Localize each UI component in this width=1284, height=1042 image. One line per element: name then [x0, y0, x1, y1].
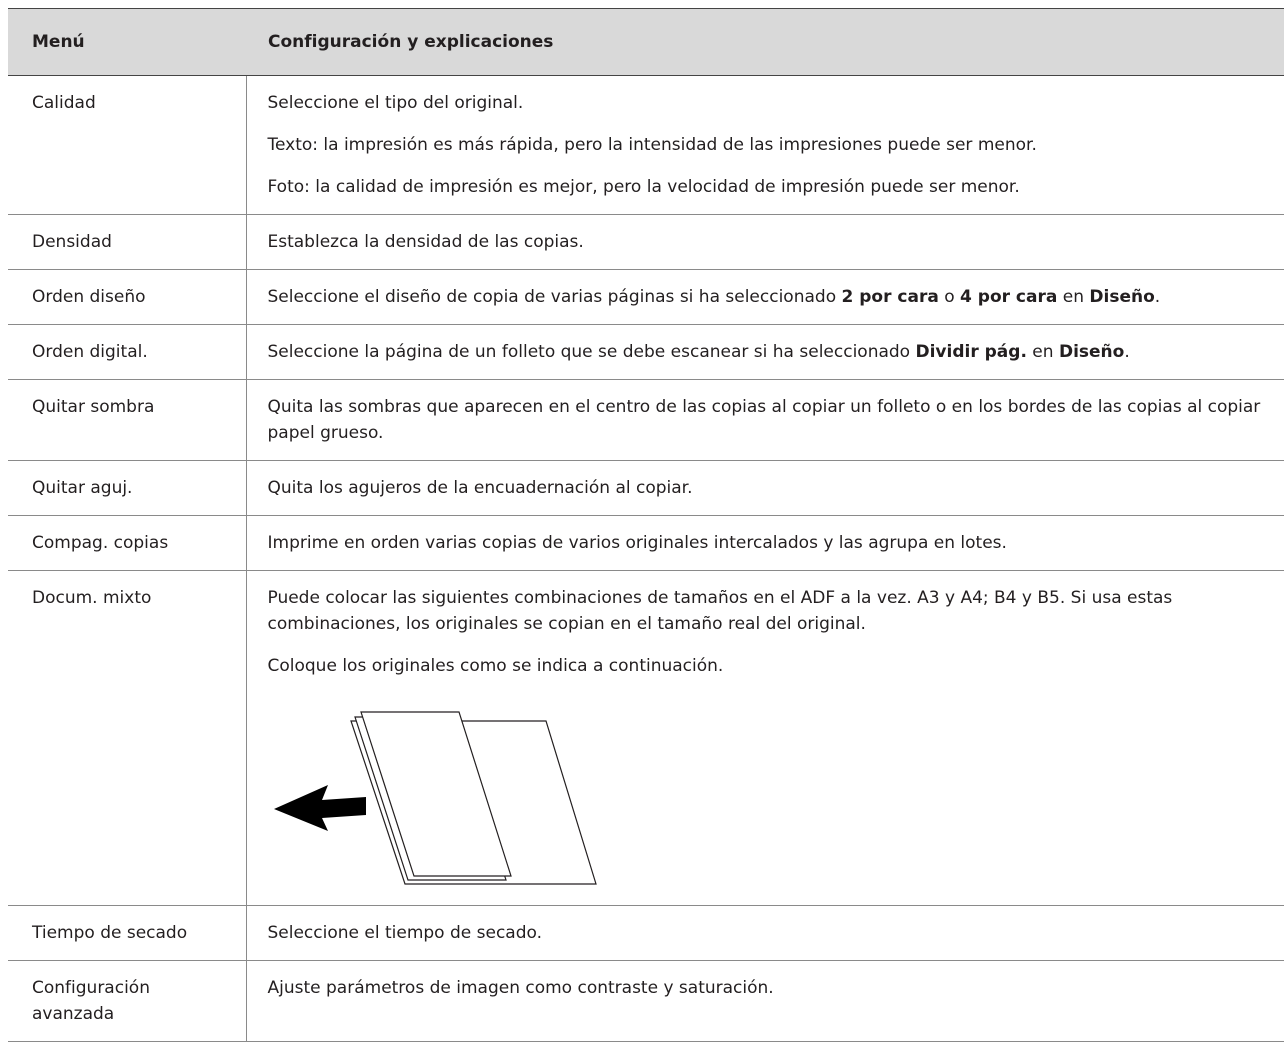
- paragraph: Imprime en orden varias copias de varios…: [267, 533, 1007, 553]
- row: Compag. copias Imprime en orden varias c…: [8, 515, 1284, 571]
- header-cell: Configuración y explicaciones: [246, 8, 1284, 76]
- menu-cell: Orden diseño: [8, 269, 246, 325]
- menu-cell: Compag. copias: [8, 515, 246, 571]
- menu-cell: Docum. mixto: [8, 570, 246, 906]
- text-run: en: [1057, 287, 1090, 307]
- bold-run: Diseño: [1089, 287, 1155, 307]
- desc-cell: Establezca la densidad de las copias.: [245, 214, 1284, 270]
- paragraph: Ajuste parámetros de imagen como contras…: [267, 978, 774, 998]
- row: Calidad Seleccione el tipo del original.…: [8, 75, 1284, 215]
- desc-cell: Seleccione la página de un folleto que s…: [245, 324, 1284, 380]
- menu-cell: Configuración avanzada: [8, 960, 246, 1042]
- desc-cell: Seleccione el tipo del original. Texto: …: [245, 75, 1284, 215]
- menu-cell: Orden digital.: [8, 324, 246, 380]
- bold-run: 4 por cara: [960, 287, 1058, 307]
- header-cell: Menú: [8, 8, 246, 76]
- text-run: Seleccione la página de un folleto que s…: [267, 342, 916, 362]
- text-run: en: [1026, 342, 1059, 362]
- desc-cell: Ajuste parámetros de imagen como contras…: [245, 960, 1284, 1042]
- row: Docum. mixto Puede colocar las siguiente…: [8, 570, 1284, 906]
- paragraph: Establezca la densidad de las copias.: [267, 232, 584, 252]
- menu-cell: Quitar aguj.: [8, 460, 246, 516]
- text-run: o: [938, 287, 961, 307]
- bold-run: 2 por cara: [841, 287, 939, 307]
- desc-cell: Seleccione el tiempo de secado.: [245, 905, 1284, 961]
- desc-cell: Puede colocar las siguientes combinacion…: [245, 570, 1284, 906]
- desc-cell: Seleccione el diseño de copia de varias …: [245, 269, 1284, 325]
- paragraph: Puede colocar las siguientes combinacion…: [267, 588, 1173, 634]
- row: Configuración avanzada Ajuste parámetros…: [8, 960, 1284, 1042]
- originals-figure: [273, 711, 597, 885]
- menu-cell: Calidad: [8, 75, 246, 215]
- desc-cell: Imprime en orden varias copias de varios…: [245, 515, 1284, 571]
- text-run: .: [1124, 342, 1130, 362]
- text-run: Seleccione el diseño de copia de varias …: [267, 287, 842, 307]
- settings-table: Menú Configuración y explicaciones Calid…: [8, 8, 1284, 1042]
- table-wrap: Menú Configuración y explicaciones Calid…: [8, 8, 1284, 1042]
- row: Orden digital. Seleccione la página de u…: [8, 324, 1284, 380]
- header-row: Menú Configuración y explicaciones: [8, 8, 1284, 76]
- paragraph: Foto: la calidad de impresión es mejor, …: [267, 177, 1020, 197]
- paragraph: Texto: la impresión es más rápida, pero …: [267, 135, 1037, 155]
- paragraph: Seleccione el tipo del original.: [267, 93, 524, 113]
- paragraph: Quita las sombras que aparecen en el cen…: [267, 397, 1261, 443]
- bold-run: Dividir pág.: [915, 342, 1027, 362]
- paragraph: Coloque los originales como se indica a …: [267, 656, 724, 676]
- menu-cell: Tiempo de secado: [8, 905, 246, 961]
- desc-cell: Quita los agujeros de la encuadernación …: [245, 460, 1284, 516]
- bold-run: Diseño: [1058, 342, 1125, 362]
- desc-cell: Quita las sombras que aparecen en el cen…: [245, 379, 1284, 461]
- paragraph: Quita los agujeros de la encuadernación …: [267, 478, 693, 498]
- row: Quitar sombra Quita las sombras que apar…: [8, 379, 1284, 461]
- menu-cell: Quitar sombra: [8, 379, 246, 461]
- feed-arrow: [273, 785, 366, 831]
- row: Densidad Establezca la densidad de las c…: [8, 214, 1284, 270]
- text-run: .: [1154, 287, 1161, 307]
- row: Orden diseño Seleccione el diseño de cop…: [8, 269, 1284, 325]
- row: Quitar aguj. Quita los agujeros de la en…: [8, 460, 1284, 516]
- row: Tiempo de secado Seleccione el tiempo de…: [8, 905, 1284, 961]
- paragraph: Seleccione el tiempo de secado.: [267, 923, 543, 943]
- menu-cell: Densidad: [8, 214, 246, 270]
- sheet-front: [359, 711, 512, 877]
- paragraph: Seleccione el diseño de copia de varias …: [268, 284, 1279, 310]
- paragraph: Seleccione la página de un folleto que s…: [268, 339, 1279, 365]
